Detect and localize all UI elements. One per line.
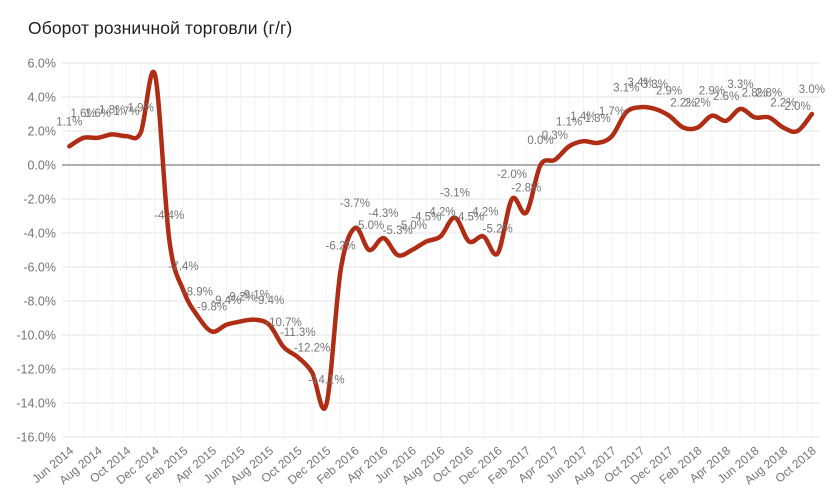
data-label: -5.3% <box>383 225 413 237</box>
data-label: -2.8% <box>511 183 541 195</box>
data-label: -8.9% <box>183 286 213 298</box>
y-axis-label: -2.0% <box>23 193 56 207</box>
data-label: 2.9% <box>656 86 682 98</box>
data-label: 2.9% <box>699 86 725 98</box>
data-label: 1.6% <box>70 108 96 120</box>
series-line <box>67 69 815 411</box>
data-label: -3.7% <box>340 198 370 210</box>
y-axis-label: -4.0% <box>23 227 56 241</box>
data-label: 2.8% <box>756 87 782 99</box>
data-label: 0.0% <box>527 135 553 147</box>
data-label: 2.6% <box>713 91 739 103</box>
y-axis-label: 0.0% <box>28 159 57 173</box>
data-label: -9.1% <box>240 290 270 302</box>
data-label: 1.9% <box>128 103 154 115</box>
data-label: -14.1% <box>308 375 344 387</box>
data-label: -9.2% <box>226 291 256 303</box>
y-axis-label: 4.0% <box>28 91 57 105</box>
data-label: -11.3% <box>280 327 316 339</box>
data-label: -6.2% <box>326 240 356 252</box>
data-label: -5.2% <box>483 223 513 235</box>
y-axis-label: -14.0% <box>16 397 56 411</box>
data-label: 1.7% <box>599 106 625 118</box>
data-label: 3.3% <box>727 79 753 91</box>
data-label: -9.4% <box>211 295 241 307</box>
data-label: -3.1% <box>440 188 470 200</box>
chart-title: Оборот розничной торговли (г/г) <box>28 18 293 38</box>
y-axis-label: -12.0% <box>16 363 56 377</box>
data-label: 3.3% <box>642 79 668 91</box>
y-axis-label: -6.0% <box>23 261 56 275</box>
data-label: -4.5% <box>411 212 441 224</box>
data-label: -2.0% <box>497 169 527 181</box>
data-label: 2.2% <box>670 98 696 110</box>
data-label: -5.0% <box>354 220 384 232</box>
data-label: 3.1% <box>613 82 639 94</box>
data-label: 1.1% <box>556 116 582 128</box>
data-label: -9.4% <box>254 295 284 307</box>
data-label: 1.8% <box>99 104 125 116</box>
data-label: -7.4% <box>169 261 199 273</box>
data-label: -4.2% <box>468 206 498 218</box>
data-label: -5.0% <box>397 220 427 232</box>
data-label: 1.3% <box>585 113 611 125</box>
data-label: 3.4% <box>627 77 653 89</box>
data-label: 2.2% <box>685 98 711 110</box>
y-axis-label: 6.0% <box>28 57 57 71</box>
data-label: -4.4% <box>154 210 184 222</box>
data-label: -9.8% <box>197 302 227 314</box>
data-label: -10.7% <box>265 317 301 329</box>
data-label: 2.8% <box>742 87 768 99</box>
data-label: 0.3% <box>542 130 568 142</box>
data-label: 1.4% <box>570 111 596 123</box>
data-label: 1.6% <box>85 108 111 120</box>
y-axis-label: -10.0% <box>16 329 56 343</box>
data-label: -4.2% <box>426 206 456 218</box>
data-label: 2.2% <box>770 98 796 110</box>
y-axis-label: 2.0% <box>28 125 57 139</box>
data-label: 2.0% <box>784 101 810 113</box>
data-label: 3.0% <box>799 84 825 96</box>
data-label: -12.2% <box>294 342 330 354</box>
data-label: -4.3% <box>368 208 398 220</box>
y-axis-label: -8.0% <box>23 295 56 309</box>
y-axis-label: -16.0% <box>16 431 56 445</box>
data-label: 1.1% <box>56 116 82 128</box>
data-label: -4.5% <box>454 212 484 224</box>
data-label: 1.7% <box>113 106 139 118</box>
